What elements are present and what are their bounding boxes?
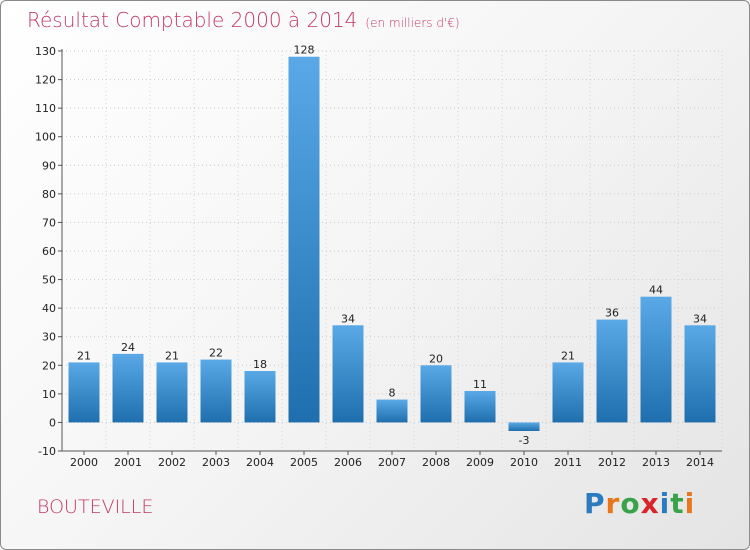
x-tick-label-2003: 2003 [202,456,230,469]
logo-letter: o [620,487,641,520]
grid-lines [61,50,723,452]
x-tick-label-2001: 2001 [114,456,142,469]
value-label-2005: 128 [294,44,315,57]
x-tick-label-2000: 2000 [70,456,98,469]
bar-2011 [552,362,584,423]
bar-2007 [376,399,408,423]
y-tick-label: 110 [35,102,56,115]
bar-2009 [464,391,496,423]
y-tick-label: 70 [42,216,56,229]
y-tick-label: 90 [42,159,56,172]
x-tick-label-2011: 2011 [554,456,582,469]
x-tick-label-2004: 2004 [246,456,274,469]
x-tick-label-2007: 2007 [378,456,406,469]
value-label-2009: 11 [473,378,487,391]
value-label-2001: 24 [121,341,135,354]
y-tick-label: 100 [35,131,56,144]
y-tick-label: 30 [42,331,56,344]
bar-2013 [640,296,672,423]
value-label-2012: 36 [605,307,619,320]
y-tick-label: 60 [42,245,56,258]
bar-2010 [508,422,540,431]
value-label-2006: 34 [341,312,355,325]
value-label-2007: 8 [389,387,396,400]
x-tick-label-2009: 2009 [466,456,494,469]
bar-2014 [684,325,716,423]
logo-letter: t [670,487,685,520]
chart-subtitle: (en milliers d'€) [365,16,460,30]
bars [68,56,716,431]
y-tick-label: 80 [42,188,56,201]
y-tick-label: 0 [49,416,56,429]
axes: -10 0 10 20 30 40 50 60 70 80 90 100 110 120 130 [35,45,722,458]
bar-2002 [156,362,188,423]
value-label-2011: 21 [561,349,575,362]
logo-letter: r [605,487,621,520]
logo-letter: i [684,487,696,520]
labels: 21 2000 24 2001 21 2002 22 2003 18 2004 128 2005 34 2… [70,44,714,469]
x-tick-label-2002: 2002 [158,456,186,469]
x-tick-label-2006: 2006 [334,456,362,469]
x-tick-label-2008: 2008 [422,456,450,469]
x-tick-label-2012: 2012 [598,456,626,469]
logo-letter: P [584,487,606,520]
y-tick-label: 20 [42,359,56,372]
x-tick-label-2014: 2014 [686,456,714,469]
y-tick-label: 40 [42,302,56,315]
bar-2004 [244,371,276,423]
logo-letter: x [640,487,660,520]
x-tick-label-2013: 2013 [642,456,670,469]
y-tick-label: -10 [38,445,56,458]
bar-2001 [112,353,144,423]
value-label-2010: -3 [519,434,530,447]
value-label-2002: 21 [165,349,179,362]
bar-2008 [420,365,452,423]
y-tick-label: 50 [42,274,56,287]
x-tick-label-2005: 2005 [290,456,318,469]
y-tick-label: 130 [35,45,56,58]
x-tick-label-2010: 2010 [510,456,538,469]
bar-2000 [68,362,100,423]
proxiti-logo: Proxiti [584,487,695,520]
y-tick-label: 120 [35,74,56,87]
chart-title: Résultat Comptable 2000 à 2014 (en millie… [27,8,460,32]
value-label-2000: 21 [77,349,91,362]
bar-2003 [200,359,232,423]
y-tick-label: 10 [42,388,56,401]
value-label-2003: 22 [209,347,223,360]
value-label-2008: 20 [429,352,443,365]
bar-2005 [288,56,320,423]
logo-letter: i [659,487,671,520]
value-label-2013: 44 [649,284,663,297]
bar-2012 [596,319,628,423]
chart-title-text: Résultat Comptable 2000 à 2014 [27,8,358,32]
value-label-2004: 18 [253,358,267,371]
bar-2006 [332,325,364,423]
commune-name: BOUTEVILLE [37,496,154,518]
value-label-2014: 34 [693,312,707,325]
